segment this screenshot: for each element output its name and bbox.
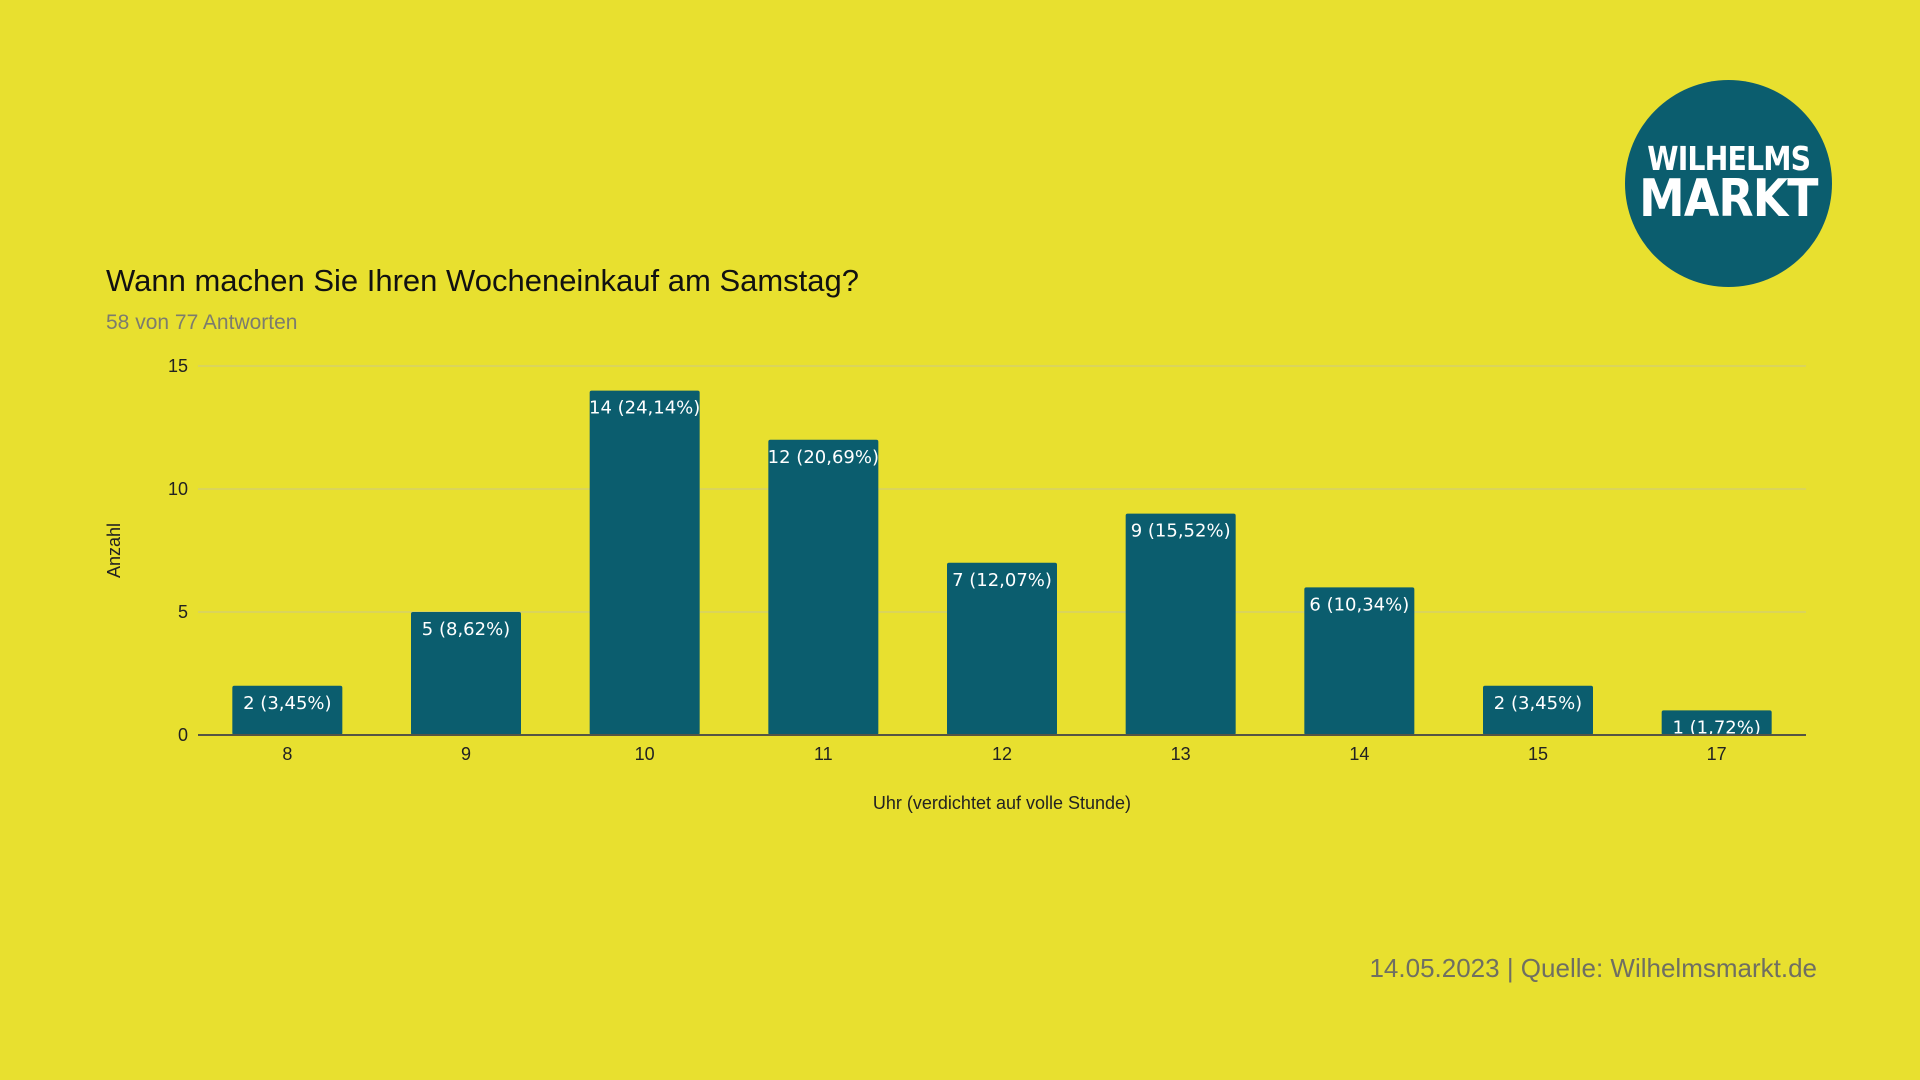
x-tick-label-8: 8	[282, 744, 292, 764]
y-axis-label: Anzahl	[104, 523, 124, 578]
y-tick-label-10: 10	[168, 479, 188, 499]
bar-label-9: 5 (8,62%)	[422, 619, 510, 640]
bar-12	[947, 562, 1057, 735]
bar-9	[411, 612, 521, 735]
bar-17	[1661, 710, 1772, 735]
bar-13	[1125, 513, 1236, 735]
x-tick-label-15: 15	[1528, 744, 1548, 764]
chart-title: Wann machen Sie Ihren Wocheneinkauf am S…	[106, 263, 860, 298]
y-tick-label-15: 15	[168, 356, 188, 376]
bar-label-11: 12 (20,69%)	[768, 447, 879, 468]
bar-8	[232, 685, 343, 735]
x-tick-label-12: 12	[992, 744, 1012, 764]
wilhelmsmarkt-logo: WILHELMS MARKT	[1625, 80, 1832, 287]
footer-source: 14.05.2023 | Quelle: Wilhelmsmarkt.de	[1369, 953, 1817, 983]
bar-label-13: 9 (15,52%)	[1131, 521, 1231, 542]
bar-10	[589, 390, 700, 735]
x-tick-label-11: 11	[814, 744, 833, 764]
x-tick-label-9: 9	[461, 744, 471, 764]
y-tick-label-0: 0	[178, 725, 188, 745]
x-tick-label-14: 14	[1349, 744, 1369, 764]
logo-line-2: MARKT	[1639, 169, 1818, 229]
logo-line-1: WILHELMS	[1647, 139, 1811, 178]
x-tick-label-10: 10	[635, 744, 655, 764]
bar-label-15: 2 (3,45%)	[1494, 693, 1582, 714]
bar-15	[1483, 685, 1593, 735]
x-tick-label-13: 13	[1171, 744, 1191, 764]
bar-label-10: 14 (24,14%)	[589, 398, 700, 419]
y-tick-label-5: 5	[178, 602, 188, 622]
bar-11	[768, 439, 879, 735]
bar-label-17: 1 (1,72%)	[1672, 717, 1760, 738]
bar-label-8: 2 (3,45%)	[243, 693, 331, 714]
x-axis-label: Uhr (verdichtet auf volle Stunde)	[873, 793, 1131, 813]
chart-subtitle: 58 von 77 Antworten	[106, 311, 298, 334]
bar-14	[1304, 587, 1415, 735]
bar-label-14: 6 (10,34%)	[1309, 594, 1409, 615]
bar-label-12: 7 (12,07%)	[952, 570, 1052, 591]
x-tick-label-17: 17	[1707, 744, 1727, 764]
